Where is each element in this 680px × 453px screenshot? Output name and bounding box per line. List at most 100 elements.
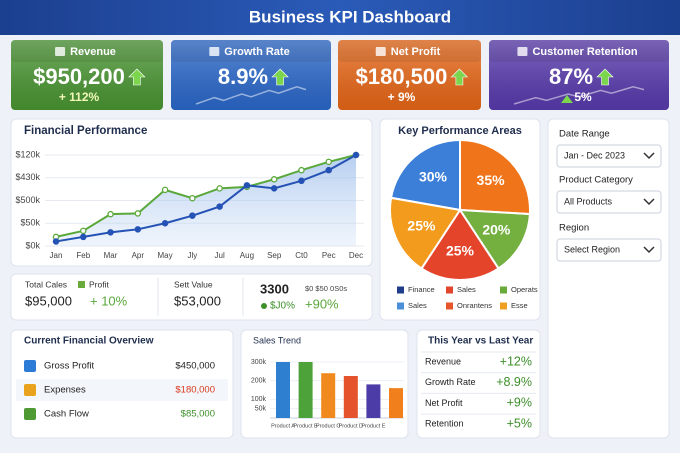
kpi-title: Growth Rate xyxy=(224,46,289,58)
row-band xyxy=(16,379,228,401)
point xyxy=(107,210,114,218)
pie-slice xyxy=(458,208,531,270)
point xyxy=(325,158,332,166)
point xyxy=(189,194,196,202)
x-tick-label: Ct0 xyxy=(295,251,308,260)
dropdown-chevron xyxy=(643,246,655,254)
bar xyxy=(389,388,403,418)
summary-value: $53,000 xyxy=(174,293,221,308)
kpi-title: Revenue xyxy=(70,46,116,58)
row-label: Growth Rate xyxy=(425,377,476,387)
summary-change: + 10% xyxy=(90,293,128,308)
row-value: $180,000 xyxy=(175,385,215,396)
legend-swatch xyxy=(397,302,404,310)
row-label: Net Profit xyxy=(425,398,463,408)
point xyxy=(134,210,142,217)
x-tick-label: Mar xyxy=(104,251,118,260)
kpi-arrow-small xyxy=(561,95,573,103)
row-value: +8.9% xyxy=(496,375,532,389)
filter-label: Date Range xyxy=(559,129,610,140)
summary-label: Sett Value xyxy=(174,279,213,289)
legend-label: Sales xyxy=(457,285,476,294)
point xyxy=(325,166,332,174)
kpi-value: 87% xyxy=(549,64,593,89)
dashboard-title: Business KPI Dashboard xyxy=(249,7,451,26)
x-tick-label: Sep xyxy=(267,251,282,260)
point xyxy=(80,233,87,241)
kpi-title-band xyxy=(171,40,331,62)
panel-title: Current Financial Overview xyxy=(24,336,154,347)
pie-slice xyxy=(389,196,462,270)
kpi-value: 8.9% xyxy=(218,64,268,89)
kpi-arrow xyxy=(596,68,614,86)
kpi-gloss xyxy=(11,40,163,110)
x-tick-label: Jan xyxy=(50,251,63,260)
legend-swatch xyxy=(78,281,85,288)
pie-slice xyxy=(459,138,531,216)
kpi-change: 5% xyxy=(574,90,592,104)
legend-swatch xyxy=(446,302,453,310)
kpi-icon xyxy=(375,47,386,56)
point xyxy=(161,186,169,194)
kpi-icon xyxy=(209,47,220,56)
y-tick-label: 100k xyxy=(251,396,267,403)
row-label: Cash Flow xyxy=(44,409,89,420)
summary-label: 3300 xyxy=(260,281,289,296)
panel-title: Financial Performance xyxy=(24,125,147,137)
row-value: $450,000 xyxy=(175,361,215,372)
x-tick-label: Apr xyxy=(132,251,145,260)
legend-swatch xyxy=(500,302,507,310)
panel-title: Sales Trend xyxy=(253,335,301,345)
point xyxy=(107,229,114,236)
kpi-sparkline xyxy=(195,86,307,105)
comparison-panel xyxy=(416,329,541,439)
y-tick-label: $500k xyxy=(15,195,40,205)
dropdown-chevron xyxy=(643,152,655,160)
kpi-title-band xyxy=(338,40,481,62)
kpi-gloss xyxy=(171,40,331,110)
pie-label: 30% xyxy=(419,169,448,185)
kpi-arrow xyxy=(271,68,289,86)
dropdown[interactable] xyxy=(556,190,662,214)
point xyxy=(352,151,360,159)
point xyxy=(52,238,60,245)
bar xyxy=(343,376,358,418)
x-tick-label: Aug xyxy=(240,251,254,260)
pie-label: 20% xyxy=(482,222,511,238)
panel-title: This Year vs Last Year xyxy=(428,336,533,347)
x-tick-label: Product C xyxy=(316,423,340,429)
x-tick-label: Product D xyxy=(339,423,363,429)
summary-dot xyxy=(261,303,267,309)
kpi-icon xyxy=(517,47,528,56)
legend-swatch xyxy=(446,286,453,294)
point xyxy=(80,227,87,235)
pie-label: 25% xyxy=(446,243,475,259)
kpi-title-band xyxy=(489,40,669,62)
kpi-arrow xyxy=(128,68,146,86)
y-tick-label: 200k xyxy=(251,378,267,385)
point xyxy=(216,185,223,192)
pie-slice xyxy=(389,138,461,212)
dropdown-chevron xyxy=(643,198,655,206)
summary-sublabel: $0 $50 0S0s xyxy=(305,284,347,293)
dropdown-value: Select Region xyxy=(564,244,620,254)
y-tick-label: $430k xyxy=(15,172,40,182)
kpi-sparkline xyxy=(513,86,645,105)
point xyxy=(298,166,305,174)
x-tick-label: Jul xyxy=(215,251,225,260)
x-tick-label: Dec xyxy=(349,251,363,260)
y-tick-label: $50k xyxy=(20,218,40,228)
row-value: $85,000 xyxy=(181,409,215,420)
dropdown[interactable] xyxy=(556,144,662,168)
bar xyxy=(276,362,290,418)
row-label: Gross Profit xyxy=(44,361,95,372)
kpi-value: $950,200 xyxy=(33,64,125,89)
kpi-title: Customer Retention xyxy=(532,46,637,58)
row-icon xyxy=(24,384,36,396)
dropdown[interactable] xyxy=(556,238,662,262)
summary-sublabel: Profit xyxy=(89,279,109,289)
kpi-value: $180,500 xyxy=(356,64,448,89)
line xyxy=(55,154,357,243)
header-bar xyxy=(0,0,680,35)
